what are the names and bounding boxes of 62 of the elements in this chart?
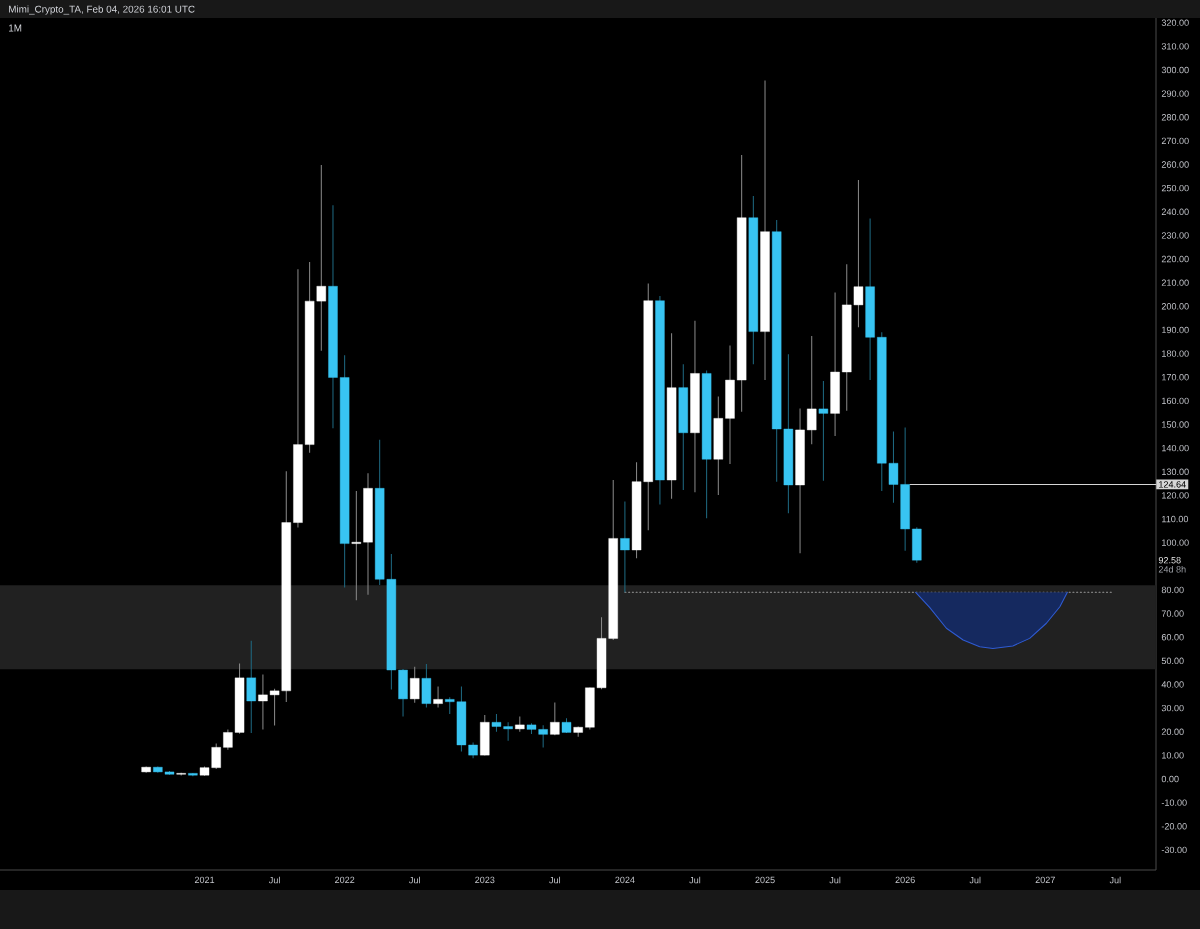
- y-tick-label: 80.00: [1161, 586, 1184, 594]
- candlestick: [807, 335, 817, 445]
- y-tick-label: 110.00: [1162, 515, 1189, 523]
- x-tick-label: Jul: [549, 876, 561, 884]
- y-tick-label: 180.00: [1162, 350, 1189, 357]
- candlestick: [351, 490, 362, 601]
- x-tick-label: Jul: [829, 876, 841, 884]
- x-tick-label: 2022: [335, 876, 355, 884]
- candlestick: [818, 380, 829, 482]
- candlestick: [410, 666, 420, 704]
- candlestick: [550, 701, 560, 736]
- y-tick-label: 210.00: [1161, 279, 1189, 286]
- y-tick-label: 60.00: [1161, 633, 1184, 641]
- candlestick: [246, 640, 256, 734]
- annotation: 124.64: [1159, 481, 1186, 488]
- y-tick-label: 140.00: [1162, 444, 1189, 452]
- y-tick-label: 270.00: [1161, 137, 1189, 145]
- text: 1M: [9, 24, 22, 32]
- y-tick-label: 320.00: [1161, 19, 1189, 26]
- y-tick-label: 260.00: [1161, 161, 1189, 168]
- y-tick-label: 100.00: [1162, 539, 1189, 546]
- x-tick-label: 2026: [895, 876, 915, 884]
- candlestick: [433, 686, 443, 708]
- y-tick-label: -10.00: [1161, 799, 1187, 806]
- x-tick-label: Jul: [268, 876, 280, 884]
- y-tick-label: 0.00: [1161, 775, 1179, 783]
- x-tick-label: Jul: [689, 876, 701, 884]
- y-tick-label: 10.00: [1162, 752, 1184, 759]
- y-tick-label: 300.00: [1161, 66, 1189, 74]
- y-tick-label: -30.00: [1161, 846, 1187, 854]
- text: 92.58: [1158, 556, 1181, 564]
- y-tick-label: 150.00: [1162, 421, 1189, 428]
- y-tick-label: 220.00: [1161, 255, 1189, 263]
- y-tick-label: 50.00: [1161, 657, 1184, 665]
- candlestick: [620, 501, 630, 593]
- x-tick-label: 2025: [755, 876, 775, 884]
- y-tick-label: 190.00: [1162, 326, 1189, 334]
- x-tick-label: 2023: [475, 876, 495, 884]
- y-tick-label: 170.00: [1162, 374, 1189, 381]
- x-tick-label: Jul: [969, 876, 981, 884]
- y-tick-label: 290.00: [1161, 90, 1189, 97]
- y-tick-label: 230.00: [1161, 232, 1189, 239]
- y-tick-label: -20.00: [1161, 823, 1187, 830]
- text: Mimi_Crypto_TA, Feb 04, 2026 16:01 UTC: [9, 5, 195, 15]
- y-tick-label: 30.00: [1161, 704, 1184, 712]
- y-tick-label: 70.00: [1161, 610, 1184, 617]
- y-tick-label: 200.00: [1161, 303, 1189, 310]
- y-tick-label: 120.00: [1162, 492, 1189, 499]
- x-tick-label: Jul: [409, 876, 420, 884]
- y-tick-label: 280.00: [1161, 114, 1189, 121]
- y-tick-label: 20.00: [1161, 728, 1184, 735]
- x-tick-label: Jul: [1109, 876, 1121, 884]
- y-tick-label: 40.00: [1161, 681, 1184, 688]
- y-tick-label: 160.00: [1162, 397, 1189, 405]
- y-tick-label: 240.00: [1161, 208, 1189, 215]
- x-tick-label: 2027: [1035, 876, 1055, 884]
- y-tick-label: 310.00: [1161, 43, 1189, 50]
- text: 24d 8h: [1158, 565, 1186, 573]
- y-tick-label: 250.00: [1161, 184, 1189, 192]
- x-tick-label: 2024: [615, 876, 635, 884]
- x-tick-label: 2021: [194, 876, 215, 884]
- y-tick-label: 130.00: [1162, 468, 1189, 475]
